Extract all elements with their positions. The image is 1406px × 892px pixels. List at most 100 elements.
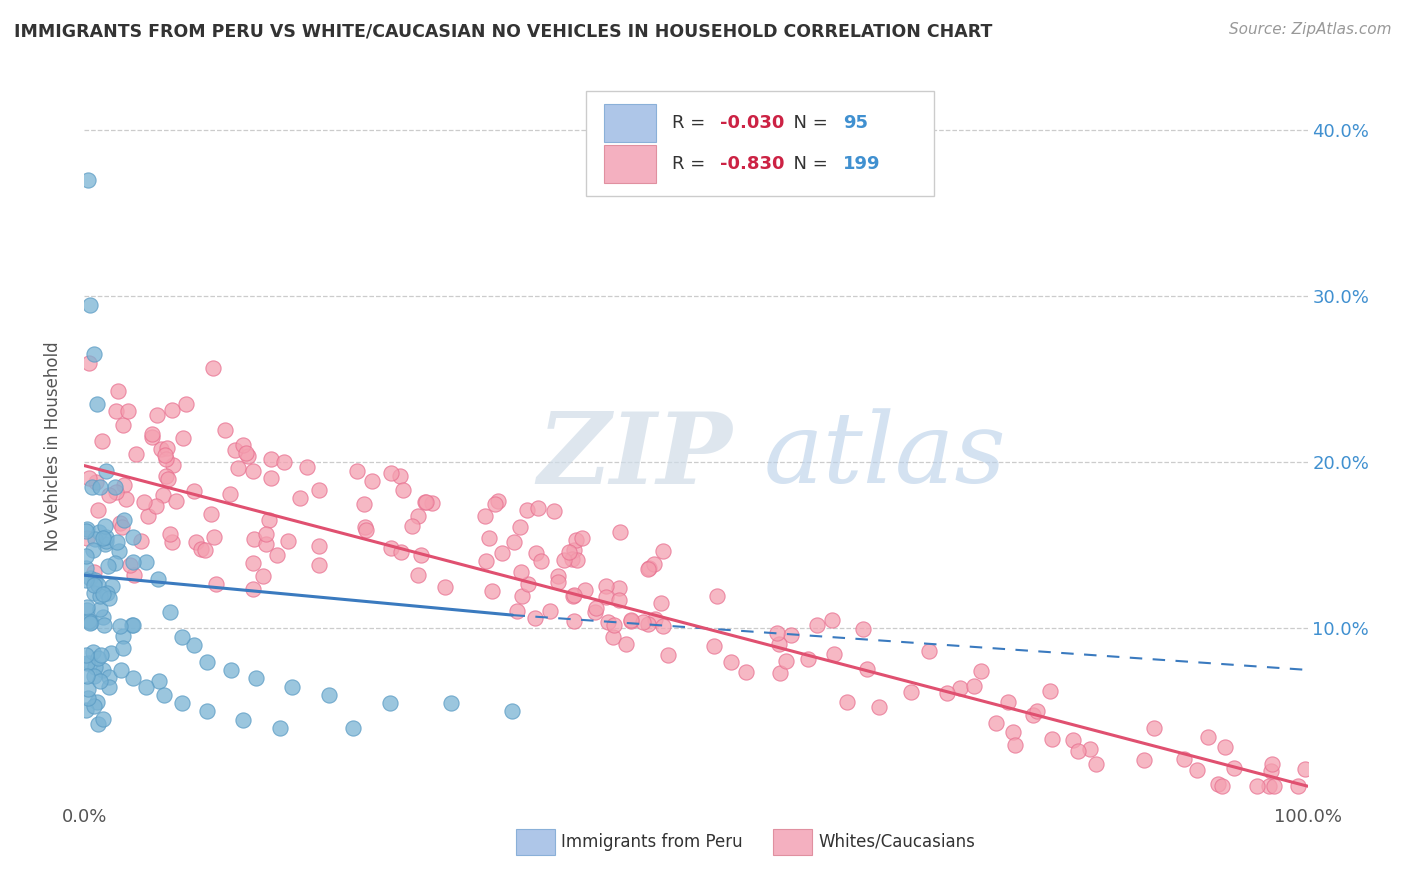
Point (720, 656, 742, 670)
Point (75, 648, 97, 662)
Point (1040, 732, 1063, 747)
Point (77, 691, 100, 706)
Point (172, 630, 194, 644)
Point (160, 534, 183, 549)
Point (769, 665, 792, 680)
Point (474, 509, 496, 524)
Point (997, 695, 1019, 709)
Point (242, 464, 264, 478)
Point (342, 721, 364, 735)
Point (607, 581, 630, 595)
Point (380, 466, 402, 480)
Point (165, 494, 187, 508)
Point (91, 610, 114, 624)
Point (949, 681, 972, 696)
Point (389, 545, 412, 559)
Point (91, 531, 114, 545)
Point (90, 648, 112, 662)
Point (135, 555, 157, 569)
Point (93, 712, 115, 726)
Point (478, 531, 501, 545)
Point (79, 616, 101, 631)
Point (1206, 777, 1229, 791)
Point (125, 447, 148, 461)
Point (806, 618, 828, 632)
Point (91, 587, 114, 601)
Point (631, 615, 654, 630)
Point (86, 475, 108, 489)
Text: IMMIGRANTS FROM PERU VS WHITE/CAUCASIAN NO VEHICLES IN HOUSEHOLD CORRELATION CHA: IMMIGRANTS FROM PERU VS WHITE/CAUCASIAN … (14, 22, 993, 40)
Point (735, 665, 758, 679)
Point (356, 523, 378, 537)
Text: -0.030: -0.030 (720, 114, 785, 132)
Point (146, 409, 169, 423)
Point (797, 652, 820, 666)
Point (219, 663, 242, 677)
Point (1261, 757, 1284, 772)
Point (122, 671, 145, 685)
Point (413, 495, 436, 509)
Point (561, 552, 583, 566)
Point (602, 618, 624, 632)
Point (547, 569, 569, 583)
Point (97, 670, 120, 684)
Point (83, 660, 105, 674)
Point (97, 558, 120, 573)
Point (93, 617, 115, 632)
Point (156, 472, 179, 486)
Point (644, 612, 666, 626)
Point (353, 498, 375, 512)
Point (89, 602, 111, 616)
Point (86, 695, 108, 709)
Point (75, 573, 97, 587)
Point (969, 664, 991, 678)
Point (232, 713, 254, 727)
Point (281, 680, 304, 694)
Point (567, 553, 589, 567)
Point (77, 471, 100, 485)
Point (277, 534, 299, 549)
Point (94, 534, 117, 549)
Point (652, 543, 675, 558)
Point (148, 673, 170, 688)
Point (89, 674, 111, 689)
Point (595, 591, 617, 605)
Point (86, 397, 108, 411)
Point (657, 648, 679, 662)
Point (1039, 683, 1062, 698)
Point (510, 589, 533, 603)
Text: ZIP: ZIP (537, 408, 733, 504)
Point (516, 576, 538, 591)
Point (571, 531, 593, 545)
Point (1022, 707, 1045, 722)
Point (308, 558, 330, 572)
Point (111, 629, 134, 643)
Point (101, 579, 124, 593)
Point (75, 561, 97, 575)
Point (112, 478, 135, 492)
Point (706, 589, 728, 603)
Point (380, 541, 402, 555)
Point (561, 589, 583, 603)
Text: atlas: atlas (763, 409, 1007, 504)
FancyBboxPatch shape (516, 829, 555, 855)
Point (112, 641, 135, 656)
Point (779, 628, 801, 642)
Point (195, 705, 218, 719)
Point (156, 441, 179, 455)
Point (766, 625, 789, 640)
Point (856, 662, 879, 676)
Point (703, 640, 725, 654)
Point (110, 519, 132, 533)
Point (984, 716, 1007, 731)
Point (202, 360, 225, 375)
Point (266, 548, 288, 562)
Point (868, 700, 890, 714)
Text: Immigrants from Peru: Immigrants from Peru (561, 833, 742, 851)
Point (308, 539, 330, 553)
Point (135, 680, 157, 694)
Point (962, 679, 984, 693)
Point (214, 423, 236, 437)
Point (486, 494, 509, 508)
Point (86, 651, 108, 665)
